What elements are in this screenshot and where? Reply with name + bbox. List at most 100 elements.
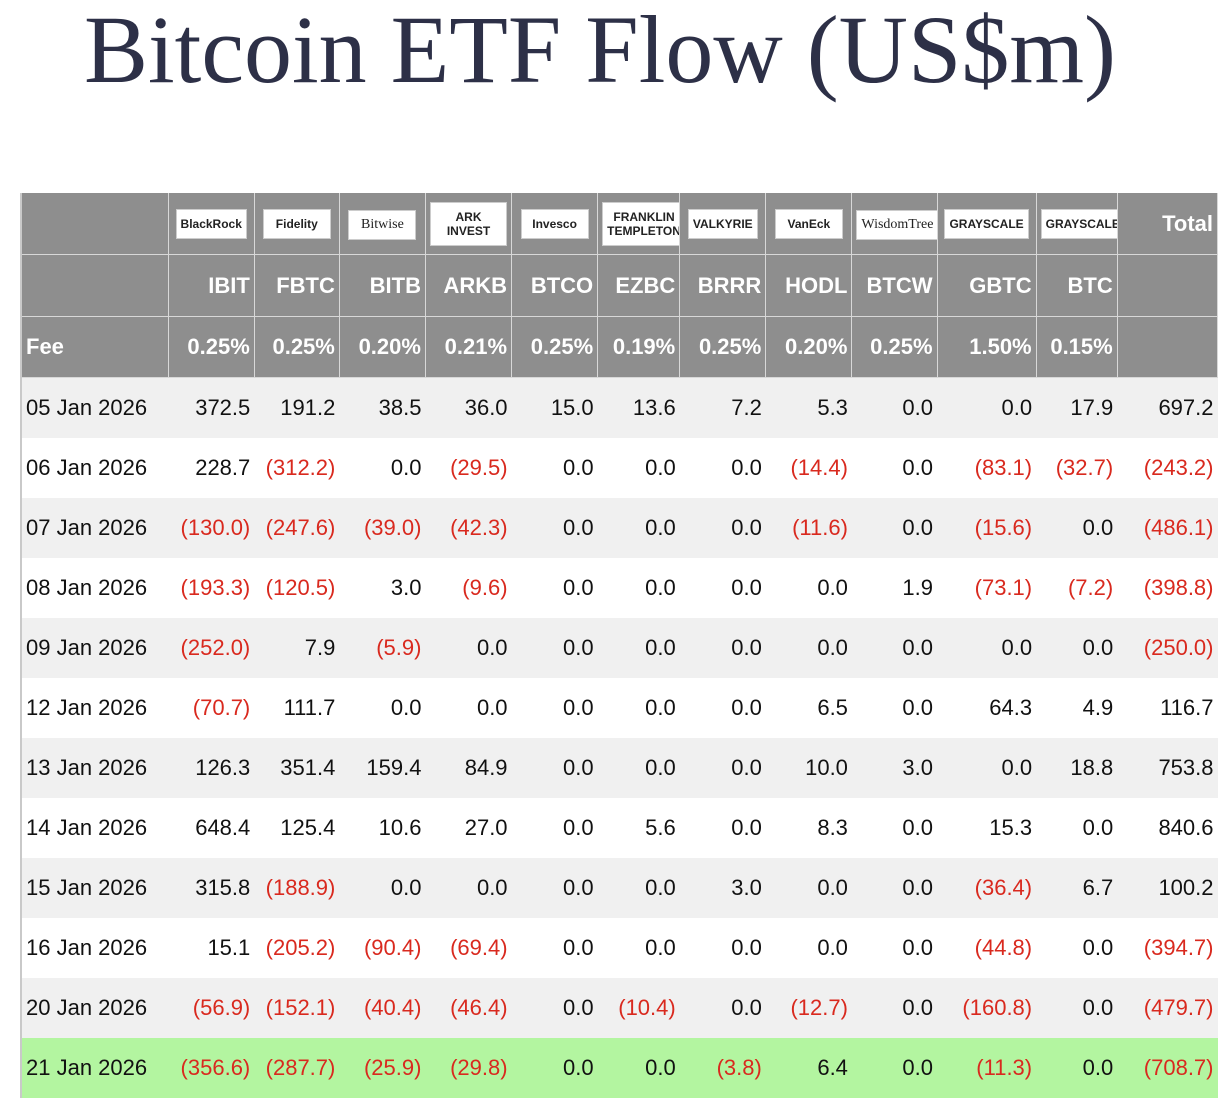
flow-value: 0.0 <box>339 858 426 918</box>
flow-value: 351.4 <box>254 738 340 798</box>
issuer-cell: VALKYRIE <box>679 193 767 255</box>
flow-value: 0.0 <box>597 1038 680 1098</box>
blank-cell <box>1117 254 1219 317</box>
flow-value: 159.4 <box>339 738 426 798</box>
flow-value: 0.0 <box>425 678 512 738</box>
flow-value: (32.7) <box>1036 438 1118 498</box>
flow-value: 1.9 <box>851 558 938 618</box>
flow-value: 7.2 <box>679 377 766 438</box>
flow-value: 15.1 <box>168 918 255 978</box>
flow-value: 0.0 <box>511 858 598 918</box>
ticker: IBIT <box>168 254 255 317</box>
table-head: BlackRock Fidelity Bitwise ARK INVEST Invesc… <box>21 193 1219 378</box>
flow-value: 0.0 <box>597 858 680 918</box>
total-flow: (398.8) <box>1117 558 1218 618</box>
total-flow: (243.2) <box>1117 438 1218 498</box>
issuer-cell: GRAYSCALE <box>1036 193 1118 255</box>
flow-value: 0.0 <box>851 377 938 438</box>
issuer-logo: BlackRock <box>175 209 247 239</box>
flow-value: (287.7) <box>254 1038 340 1098</box>
issuer-cell: Invesco <box>511 193 599 255</box>
ticker-row: IBIT FBTC BITB ARKB BTCO EZBC BRRR HODL BTCW GBTC… <box>21 254 1219 317</box>
flow-table: BlackRock Fidelity Bitwise ARK INVEST Invesc… <box>20 193 1219 1098</box>
flow-value: 5.6 <box>597 798 680 858</box>
total-flow: 753.8 <box>1117 738 1218 798</box>
flow-value: 0.0 <box>511 978 598 1038</box>
flow-value: 17.9 <box>1036 377 1118 438</box>
flow-value: 8.3 <box>765 798 852 858</box>
flow-value: 0.0 <box>1036 498 1118 558</box>
flow-value: 27.0 <box>425 798 512 858</box>
flow-value: 10.0 <box>765 738 852 798</box>
flow-value: (83.1) <box>937 438 1037 498</box>
issuer-logo: VALKYRIE <box>687 209 758 239</box>
flow-value: 648.4 <box>168 798 255 858</box>
flow-value: 84.9 <box>425 738 512 798</box>
issuer-logo: FRANKLIN TEMPLETON <box>602 201 679 246</box>
flow-value: 0.0 <box>679 678 766 738</box>
flow-row: 13 Jan 2026 126.3 351.4 159.4 84.9 0.0 0.0 0.0 1… <box>21 738 1218 798</box>
flow-value: (15.6) <box>937 498 1037 558</box>
flow-value: 0.0 <box>1036 978 1118 1038</box>
flow-value: 0.0 <box>511 558 598 618</box>
fee: 0.25% <box>679 316 767 378</box>
issuer-logo: Bitwise <box>348 209 417 240</box>
flow-row: 08 Jan 2026 (193.3) (120.5) 3.0 (9.6) 0.0 0.0 0… <box>21 558 1218 618</box>
flow-value: 0.0 <box>1036 1038 1118 1098</box>
flow-value: (120.5) <box>254 558 340 618</box>
flow-value: (56.9) <box>168 978 255 1038</box>
flow-value: (205.2) <box>254 918 340 978</box>
flow-value: 0.0 <box>937 738 1037 798</box>
flow-value: 0.0 <box>679 618 766 678</box>
blank-cell <box>1117 316 1219 378</box>
flow-value: (247.6) <box>254 498 340 558</box>
flow-value: 0.0 <box>339 678 426 738</box>
flow-value: (10.4) <box>597 978 680 1038</box>
blank-cell <box>21 254 169 317</box>
flow-value: (39.0) <box>339 498 426 558</box>
flow-value: (252.0) <box>168 618 255 678</box>
date: 16 Jan 2026 <box>21 918 169 978</box>
flow-value: 3.0 <box>679 858 766 918</box>
flow-value: 0.0 <box>679 558 766 618</box>
flow-value: 0.0 <box>679 978 766 1038</box>
date: 20 Jan 2026 <box>21 978 169 1038</box>
flow-value: (70.7) <box>168 678 255 738</box>
flow-value: (44.8) <box>937 918 1037 978</box>
fee-label: Fee <box>21 316 169 378</box>
flow-value: 5.3 <box>765 377 852 438</box>
flow-value: 191.2 <box>254 377 340 438</box>
flow-value: (42.3) <box>425 498 512 558</box>
flow-value: 13.6 <box>597 377 680 438</box>
date: 05 Jan 2026 <box>21 377 169 438</box>
issuer-logo: VanEck <box>774 209 843 239</box>
issuer-cell: BlackRock <box>168 193 255 255</box>
fee: 0.25% <box>511 316 599 378</box>
flow-value: 0.0 <box>851 798 938 858</box>
flow-value: 6.4 <box>765 1038 852 1098</box>
flow-value: 3.0 <box>339 558 426 618</box>
flow-value: 0.0 <box>851 918 938 978</box>
flow-value: 3.0 <box>851 738 938 798</box>
flow-value: 0.0 <box>1036 918 1118 978</box>
flow-value: 6.7 <box>1036 858 1118 918</box>
page-title: Bitcoin ETF Flow (US$m) <box>83 0 1117 103</box>
issuer-logo: ARK INVEST <box>429 201 508 246</box>
total-flow: 116.7 <box>1117 678 1218 738</box>
flow-row: 06 Jan 2026 228.7 (312.2) 0.0 (29.5) 0.0 0.0 0.… <box>21 438 1218 498</box>
flow-value: 0.0 <box>597 918 680 978</box>
fee: 0.25% <box>851 316 938 378</box>
flow-row: 05 Jan 2026 372.5 191.2 38.5 36.0 15.0 13.6 7.2… <box>21 377 1218 438</box>
date: 15 Jan 2026 <box>21 858 169 918</box>
flow-row: 09 Jan 2026 (252.0) 7.9 (5.9) 0.0 0.0 0.0 0.0 0.… <box>21 618 1218 678</box>
flow-value: 0.0 <box>1036 618 1118 678</box>
date: 09 Jan 2026 <box>21 618 169 678</box>
flow-value: 0.0 <box>511 618 598 678</box>
ticker: ARKB <box>425 254 513 317</box>
issuer-cell: Fidelity <box>254 193 340 255</box>
flow-row: 15 Jan 2026 315.8 (188.9) 0.0 0.0 0.0 0.0 3.0 0.… <box>21 858 1218 918</box>
ticker: BTC <box>1036 254 1118 317</box>
fee: 0.25% <box>168 316 255 378</box>
fee: 0.20% <box>339 316 426 378</box>
flow-value: 15.0 <box>511 377 598 438</box>
